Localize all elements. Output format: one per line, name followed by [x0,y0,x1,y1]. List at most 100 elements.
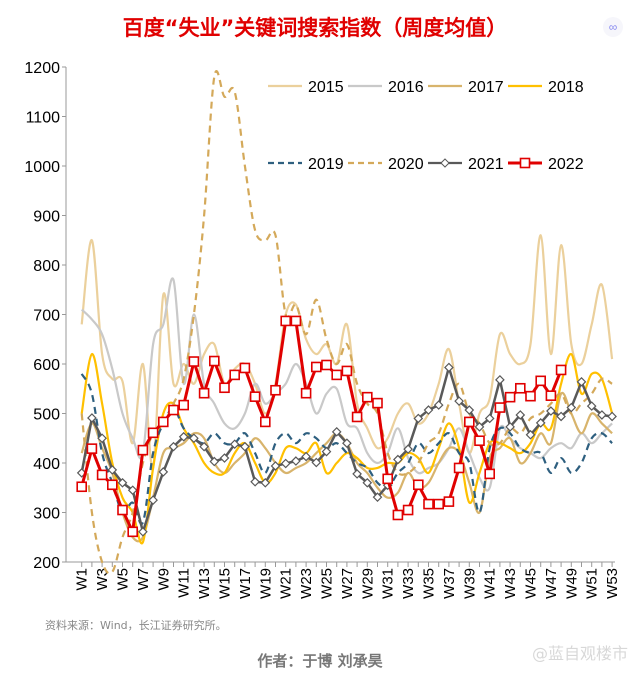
data-point [270,384,281,396]
series-2015 [80,234,614,470]
data-point [311,457,322,468]
y-tick-label: 1200 [24,60,60,77]
data-point [372,397,383,409]
x-tick-label: W47 [543,568,560,599]
x-tick-label: W3 [94,568,111,591]
data-point [209,456,220,467]
data-point [280,315,292,327]
data-point [199,441,209,452]
data-point [117,477,128,488]
chart-title: 百度“失业”关键词搜索指数（周度均值） [122,16,508,40]
data-point [433,498,445,510]
data-point [168,404,179,416]
x-tick-label: W37 [441,568,458,599]
y-tick-label: 1000 [24,159,60,176]
data-point [423,405,434,415]
series-line-2016 [80,277,613,492]
series-line-2015 [80,234,614,470]
legend-item-2016: 2016 [348,79,424,96]
data-point [412,479,424,491]
data-point [361,391,373,403]
data-point [219,382,230,394]
data-point [535,418,546,428]
x-tick-label: W53 [604,568,621,599]
data-point [464,405,475,415]
data-point [158,467,169,477]
x-tick-label: W29 [359,568,376,599]
data-point [189,433,199,444]
y-tick-label: 400 [33,456,60,473]
data-point [270,461,281,471]
x-tick-label: W33 [400,568,417,599]
data-point [566,402,577,413]
x-tick-label: W39 [461,568,478,599]
data-point [586,401,597,411]
data-point [515,410,526,420]
data-point [321,359,332,371]
y-tick-label: 500 [33,407,60,424]
data-point [423,498,434,510]
data-point [148,495,158,505]
legend-marker [440,158,450,168]
y-tick-label: 900 [33,209,60,226]
x-tick-label: W11 [176,568,193,598]
data-point [138,526,148,537]
data-point [331,369,343,381]
legend-marker [519,157,531,169]
data-point [546,406,556,416]
x-tick-label: W51 [584,568,601,599]
data-point [97,433,107,444]
data-point [545,390,557,401]
data-point [127,485,138,496]
x-tick-label: W49 [563,568,580,599]
legend-item-2019: 2019 [268,156,344,173]
data-point [117,504,128,516]
data-point [382,473,394,485]
x-tick-label: W25 [319,568,336,599]
data-point [535,375,547,387]
data-point [127,526,138,538]
data-point [291,456,301,466]
data-point [556,411,566,422]
x-tick-label: W9 [155,568,172,591]
data-point [158,416,169,428]
x-tick-label: W5 [115,568,132,591]
data-point [240,441,250,452]
x-tick-label: W27 [339,568,356,599]
data-point [107,479,118,491]
data-point [260,477,271,488]
author-line: 作者：于博 刘承昊 [257,652,383,670]
data-point [443,496,455,507]
legend-label: 2020 [388,156,424,173]
data-point [402,504,414,516]
link-icon[interactable]: ∞ [603,17,623,37]
data-point [137,444,149,456]
data-point [259,416,271,428]
data-point [331,426,342,437]
data-point [444,362,454,373]
y-tick-label: 300 [33,506,60,523]
legend-item-2017: 2017 [428,79,504,96]
data-point [474,422,485,432]
series-line-2017 [80,391,613,543]
data-point [607,411,617,422]
x-tick-label: W17 [237,568,254,599]
data-point [413,413,424,424]
legend-label: 2017 [468,79,504,96]
data-point [239,362,251,374]
data-point [96,469,108,481]
legend-label: 2016 [388,79,424,96]
data-point [321,446,332,457]
x-tick-label: W7 [135,568,152,591]
x-tick-label: W13 [196,568,213,599]
data-point [463,416,475,428]
data-point [250,476,260,487]
data-point [525,390,536,402]
data-point [107,465,118,475]
watermark: @蓝自观楼市 [531,644,628,663]
legend-label: 2018 [548,79,584,96]
data-point [229,369,240,381]
x-tick-label: W35 [421,568,438,599]
